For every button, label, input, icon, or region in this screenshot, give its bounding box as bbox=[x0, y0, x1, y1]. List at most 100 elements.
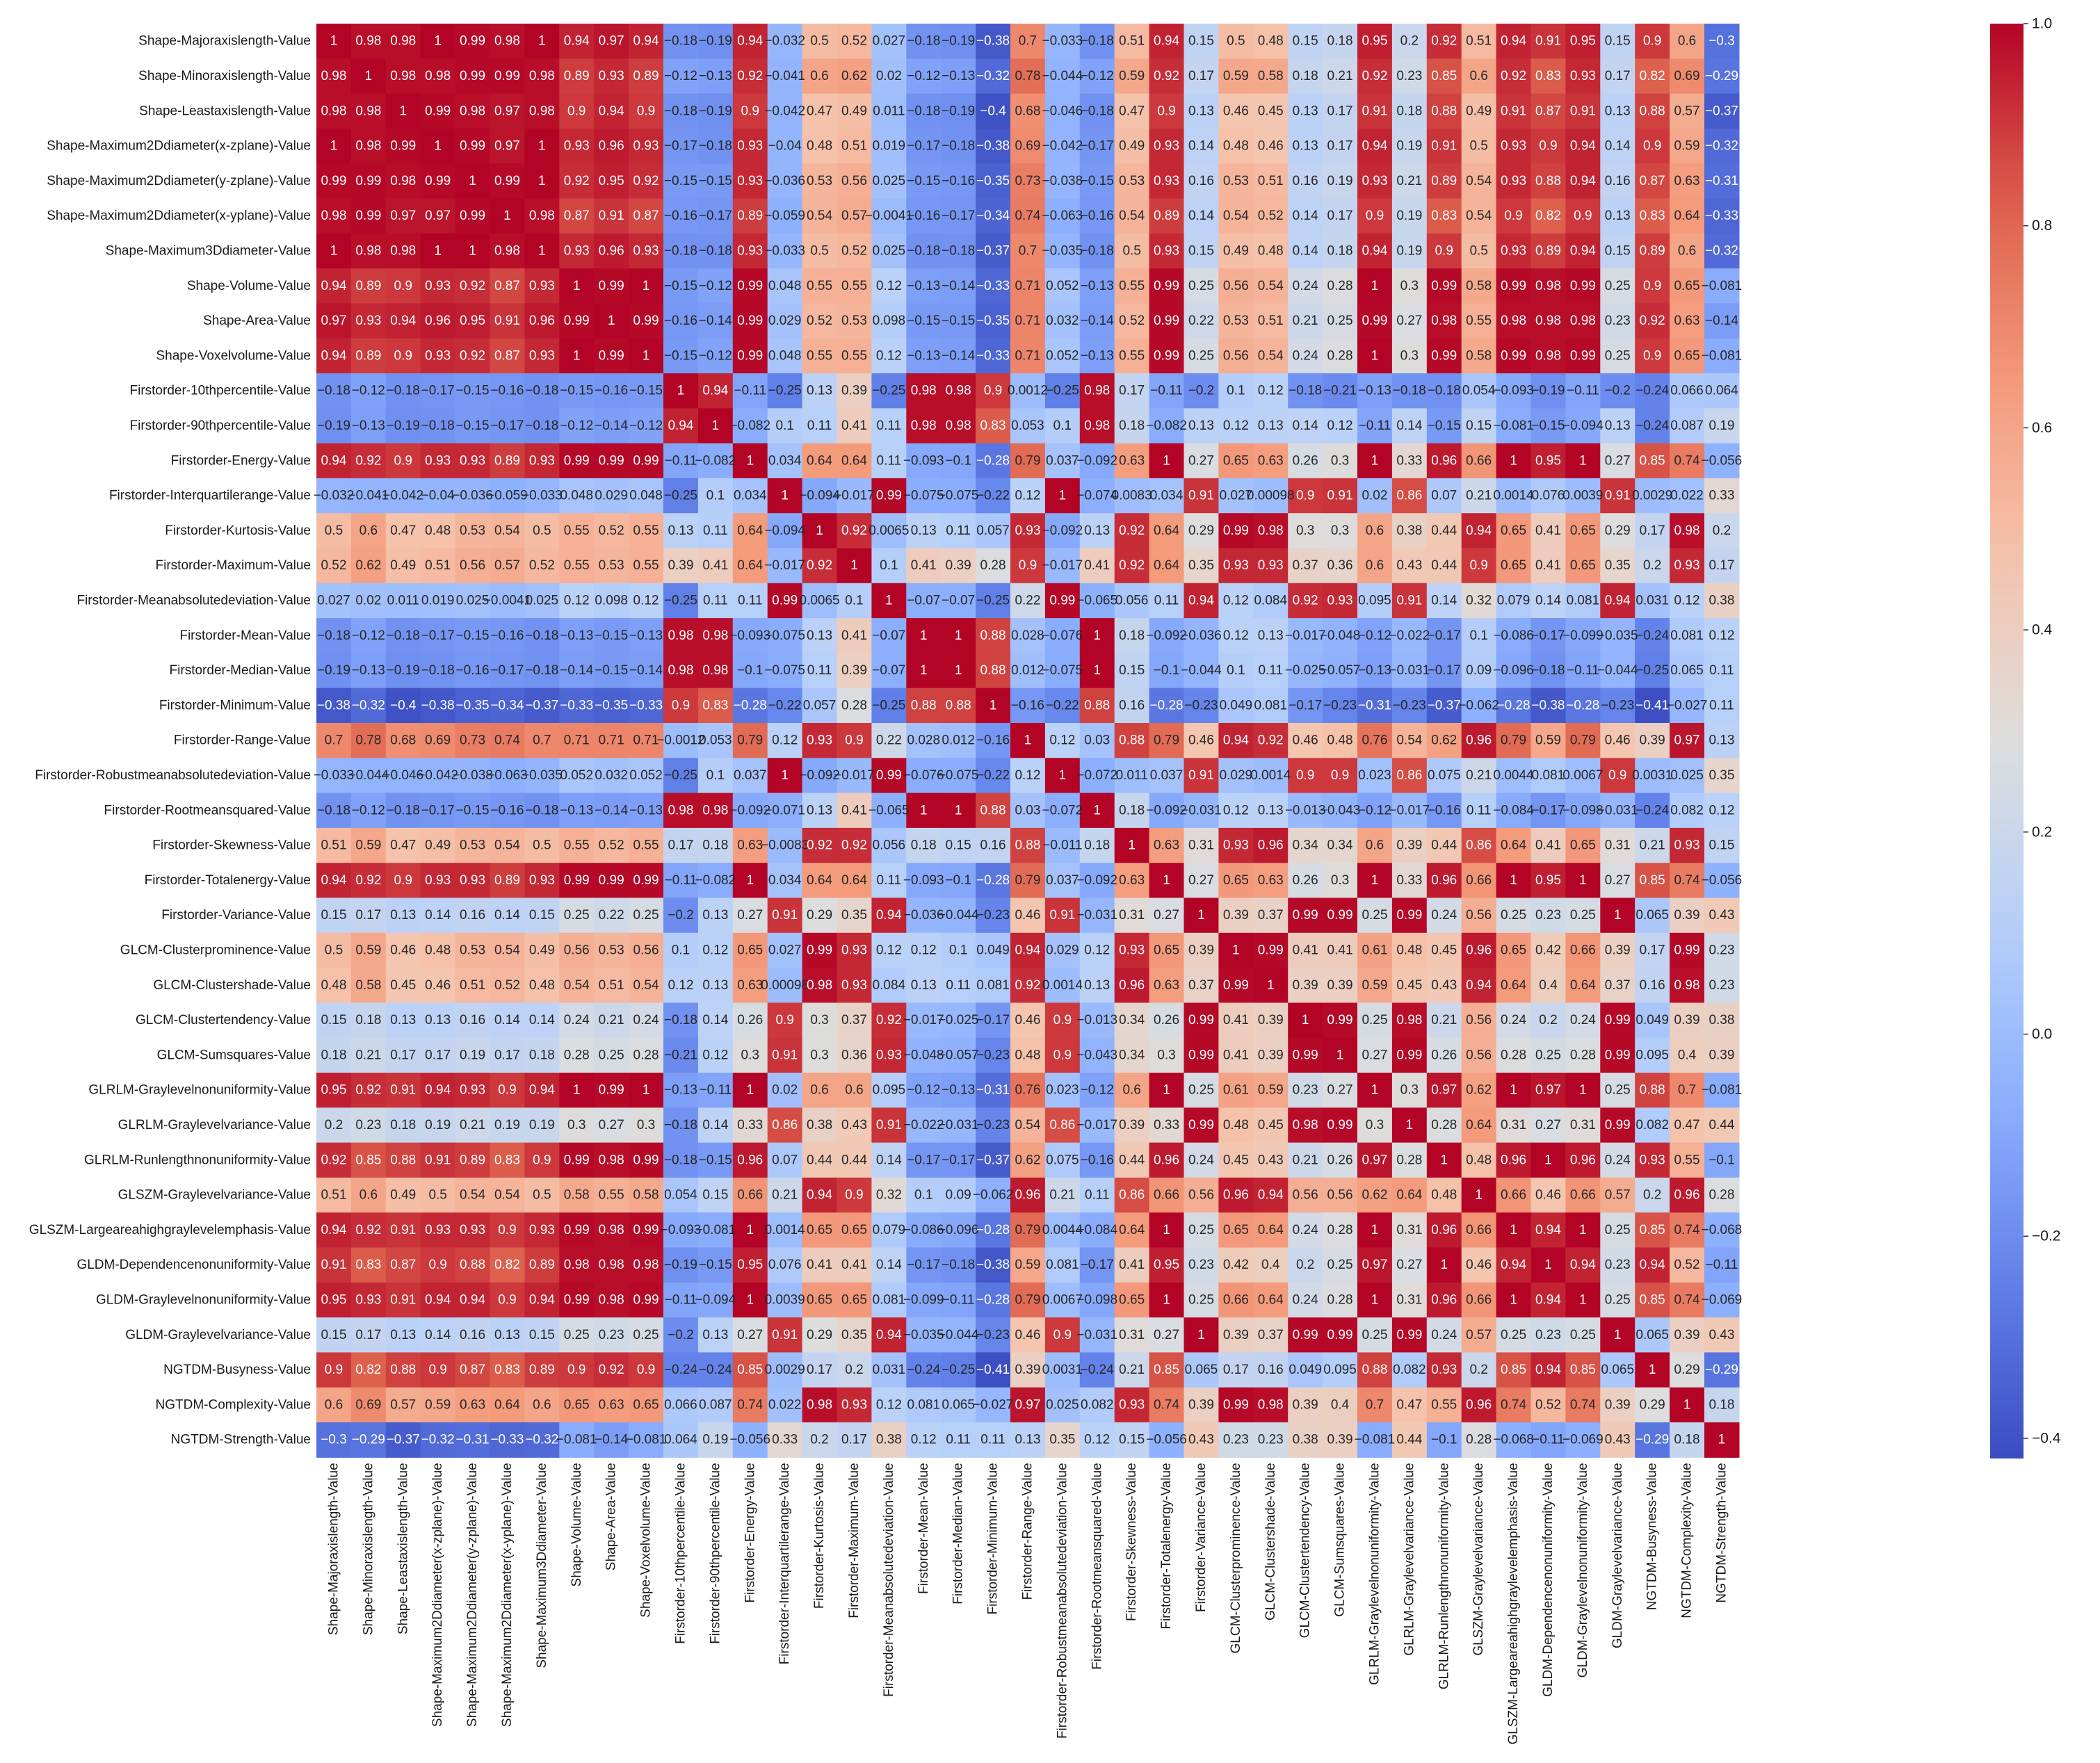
heatmap-cell bbox=[1426, 58, 1462, 95]
heatmap-cell-label: 0.25 bbox=[1605, 279, 1631, 293]
heatmap-cell-label: 0.056 bbox=[873, 838, 906, 853]
heatmap-cell-label: 0.58 bbox=[1466, 279, 1492, 293]
heatmap-cell-label: 0.22 bbox=[599, 908, 624, 923]
heatmap-cell-label: 0.98 bbox=[1501, 314, 1526, 328]
heatmap-cell bbox=[1079, 93, 1115, 129]
heatmap-cell-label: −0.062 bbox=[973, 1188, 1014, 1203]
heatmap-cell-label: 0.048 bbox=[768, 279, 802, 293]
heatmap-cell bbox=[1600, 198, 1635, 234]
heatmap-cell-label: 0.065 bbox=[1670, 663, 1704, 678]
heatmap-cell-label: −0.081 bbox=[1493, 419, 1534, 433]
heatmap-cell-label: 0.081 bbox=[1046, 1258, 1079, 1272]
heatmap-cell-label: −0.069 bbox=[1702, 1292, 1743, 1307]
heatmap-cell-label: 0.13 bbox=[807, 384, 832, 398]
heatmap-cell-label: 0.93 bbox=[1674, 558, 1700, 573]
heatmap-cell-label: 0.9 bbox=[1331, 768, 1349, 783]
heatmap-cell-label: −0.022 bbox=[1389, 628, 1430, 643]
heatmap-cell-label: 0.39 bbox=[946, 558, 971, 573]
heatmap-cell-label: −0.18 bbox=[942, 243, 975, 258]
heatmap-cell-label: 0.41 bbox=[841, 1258, 867, 1272]
heatmap-cell-label: 0.17 bbox=[1188, 69, 1214, 83]
heatmap-cell-label: −0.16 bbox=[907, 209, 940, 223]
heatmap-cell-label: 0.93 bbox=[1501, 139, 1526, 154]
heatmap-cell-label: 0.95 bbox=[1570, 34, 1596, 49]
heatmap-cell-label: −0.15 bbox=[595, 663, 628, 678]
heatmap-cell-label: 0.93 bbox=[599, 69, 624, 83]
heatmap-cell bbox=[1114, 93, 1150, 129]
heatmap-cell-label: 0.15 bbox=[1709, 838, 1734, 853]
heatmap-cell-label: 0.94 bbox=[737, 34, 763, 49]
heatmap-cell-label: 0.99 bbox=[633, 453, 659, 468]
heatmap-cell-label: 0.68 bbox=[390, 733, 416, 748]
heatmap-cell-label: −0.075 bbox=[938, 768, 979, 783]
heatmap-cell-label: 0.9 bbox=[1643, 139, 1661, 154]
heatmap-cell-label: 0.28 bbox=[980, 558, 1006, 573]
heatmap-cell-label: 0.92 bbox=[1119, 523, 1145, 538]
heatmap-cell-label: 0.93 bbox=[1119, 943, 1145, 957]
heatmap-cell-label: 1 bbox=[1267, 978, 1275, 993]
heatmap-cell-label: 0.13 bbox=[1188, 104, 1214, 118]
heatmap-cell-label: 0.9 bbox=[394, 873, 412, 888]
heatmap-cell bbox=[385, 198, 421, 234]
heatmap-cell-label: 0.91 bbox=[1570, 104, 1596, 118]
heatmap-cell-label: −0.13 bbox=[699, 69, 732, 83]
heatmap-cell-label: 0.23 bbox=[355, 1118, 381, 1132]
heatmap-cell-label: −0.3 bbox=[1709, 34, 1735, 49]
heatmap-cell-label: 0.99 bbox=[1188, 1013, 1214, 1027]
heatmap-cell-label: −0.18 bbox=[317, 628, 350, 643]
heatmap-cell-label: −0.013 bbox=[1076, 1013, 1117, 1027]
heatmap-cell-label: 0.24 bbox=[633, 1013, 659, 1027]
heatmap-cell-label: 0.97 bbox=[425, 209, 451, 223]
heatmap-cell-label: 0.48 bbox=[1258, 243, 1284, 258]
heatmap-cell-label: 1 bbox=[469, 243, 476, 258]
heatmap-cell-label: −0.25 bbox=[1635, 663, 1669, 678]
heatmap-cell-label: 0.89 bbox=[633, 69, 659, 83]
heatmap-cell-label: 0.12 bbox=[1258, 384, 1284, 398]
heatmap-cell-label: 0.46 bbox=[1015, 908, 1040, 923]
heatmap-cell-label: −0.033 bbox=[522, 489, 563, 503]
heatmap-cell bbox=[906, 128, 942, 164]
heatmap-cell bbox=[1288, 198, 1323, 234]
heatmap-cell-label: −0.28 bbox=[976, 873, 1010, 888]
heatmap-cell-label: 0.89 bbox=[494, 873, 520, 888]
heatmap-cell-label: 0.12 bbox=[1084, 1433, 1110, 1447]
heatmap-cell-label: 0.65 bbox=[1119, 1292, 1145, 1307]
heatmap-cell-label: 0.65 bbox=[1501, 558, 1526, 573]
heatmap-cell-label: 0.24 bbox=[1605, 1153, 1631, 1167]
heatmap-cell-label: 0.99 bbox=[1327, 1118, 1353, 1132]
heatmap-cell-label: 0.99 bbox=[1605, 1048, 1631, 1062]
heatmap-cell-label: 0.99 bbox=[599, 1083, 624, 1098]
column-label: NGTDM-Busyness-Value bbox=[1645, 1463, 1660, 1610]
heatmap-cell bbox=[1010, 24, 1046, 59]
heatmap-cell-label: 0.92 bbox=[355, 1223, 381, 1237]
heatmap-cell-label: 1 bbox=[920, 628, 928, 643]
heatmap-cell-label: 0.53 bbox=[1119, 174, 1145, 188]
heatmap-cell bbox=[350, 163, 387, 200]
heatmap-cell-label: 0.16 bbox=[1258, 1363, 1284, 1377]
heatmap-cell-label: −0.043 bbox=[1320, 803, 1361, 818]
heatmap-cell-label: 1 bbox=[469, 174, 476, 188]
heatmap-cell bbox=[1044, 24, 1081, 59]
heatmap-cell-label: 0.39 bbox=[1119, 1118, 1145, 1132]
heatmap-cell-label: 0.23 bbox=[1709, 943, 1734, 957]
heatmap-cell-label: 0.85 bbox=[1501, 1363, 1526, 1377]
heatmap-cell-label: 0.25 bbox=[1362, 1013, 1387, 1027]
heatmap-cell-label: 0.14 bbox=[1293, 243, 1318, 258]
heatmap-cell-label: 0.18 bbox=[321, 1048, 346, 1062]
heatmap-cell-label: 0.91 bbox=[1501, 104, 1526, 118]
heatmap-cell-label: 0.28 bbox=[1709, 1188, 1734, 1203]
column-label: Firstorder-Median-Value bbox=[951, 1463, 966, 1604]
heatmap-cell bbox=[1010, 58, 1046, 95]
heatmap-cell-label: 0.94 bbox=[876, 908, 902, 923]
heatmap-cell bbox=[1044, 163, 1081, 200]
heatmap-cell-label: 0.98 bbox=[494, 34, 520, 49]
heatmap-cell bbox=[906, 163, 942, 200]
heatmap-cell-label: 0.16 bbox=[1119, 698, 1145, 713]
heatmap-cell-label: −0.18 bbox=[907, 34, 940, 49]
heatmap-cell-label: 1 bbox=[1475, 1188, 1483, 1203]
heatmap-cell-label: 0.48 bbox=[1327, 733, 1353, 748]
heatmap-cell-label: −0.17 bbox=[907, 139, 940, 154]
heatmap-cell-label: 0.21 bbox=[1119, 1363, 1145, 1377]
heatmap-cell bbox=[837, 24, 872, 59]
heatmap-cell-label: 0.94 bbox=[807, 1188, 832, 1203]
